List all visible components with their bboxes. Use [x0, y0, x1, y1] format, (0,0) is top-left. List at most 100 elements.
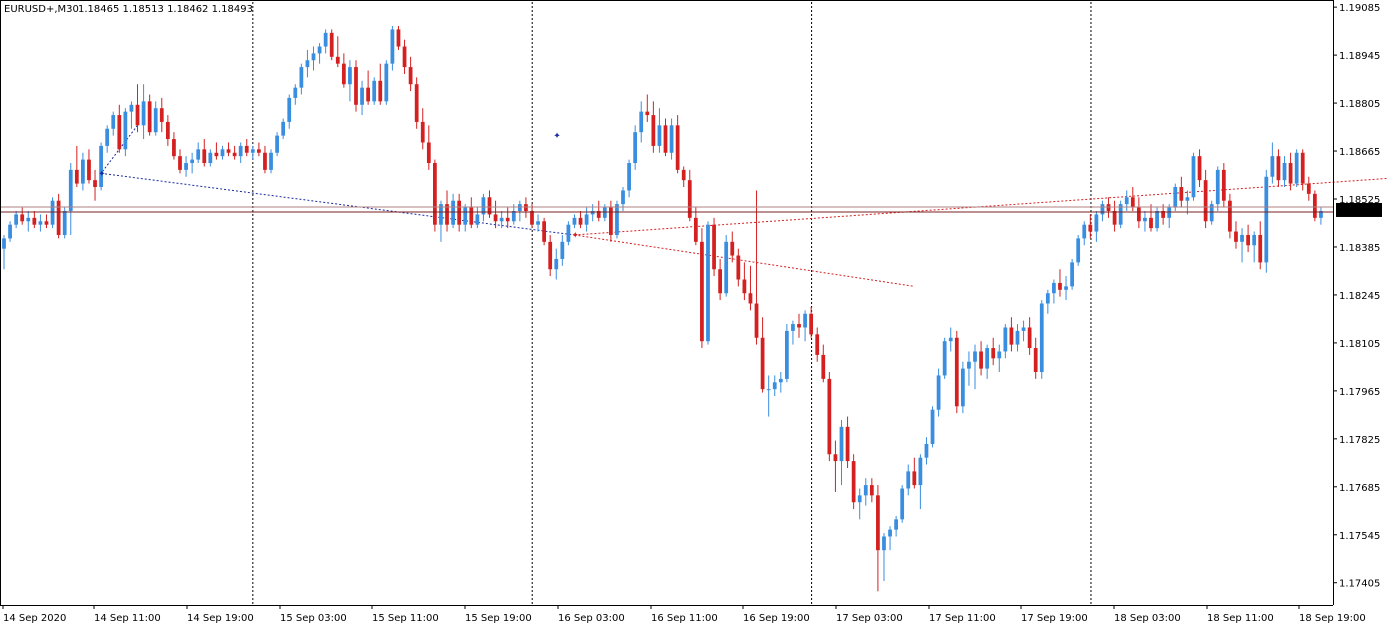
candle — [979, 341, 983, 376]
candle-body — [748, 293, 753, 304]
price-tick-label: 1.17965 — [1339, 387, 1380, 398]
candle — [778, 372, 783, 393]
candle-body — [876, 495, 880, 551]
candle — [791, 320, 795, 345]
candle-body — [542, 221, 547, 242]
candle-body — [14, 214, 19, 225]
candle-body — [530, 210, 534, 225]
candle-body — [335, 56, 340, 64]
candle-body — [560, 241, 565, 259]
candle-body — [1228, 200, 1232, 232]
candle-body — [93, 180, 97, 188]
time-tick-label: 18 Sep 11:00 — [1207, 613, 1274, 624]
candle — [863, 478, 868, 506]
candle — [839, 419, 844, 486]
candle — [420, 108, 425, 150]
candle — [1003, 324, 1008, 359]
candle-body — [451, 200, 455, 225]
candle-body — [906, 471, 911, 489]
candle — [426, 125, 431, 170]
candle-body — [62, 210, 67, 235]
candle-body — [651, 115, 656, 146]
candle-body — [930, 409, 935, 444]
candle — [44, 214, 49, 229]
candle-body — [827, 378, 832, 455]
candle — [578, 210, 583, 229]
candle-body — [791, 324, 795, 331]
candle-body — [754, 303, 759, 338]
candle-body — [263, 152, 267, 170]
candle — [627, 159, 631, 198]
candle — [1288, 152, 1293, 191]
candle-body — [524, 204, 528, 211]
candle-body — [693, 217, 698, 242]
candle — [505, 207, 510, 229]
price-tick-label: 1.18805 — [1339, 99, 1380, 110]
candle-body — [111, 115, 116, 129]
candle-body — [281, 121, 286, 136]
candle-body — [87, 159, 91, 181]
candle-body — [1270, 156, 1275, 177]
candle — [736, 248, 741, 287]
candle — [651, 101, 656, 153]
candle-body — [105, 128, 110, 146]
candle-body — [445, 204, 449, 225]
candle-body — [845, 426, 850, 462]
candle-body — [608, 207, 613, 235]
candle-body — [184, 163, 188, 170]
candle — [384, 60, 389, 105]
candle — [942, 337, 947, 379]
current-price-badge: 1.18493 — [1336, 202, 1382, 217]
candle-body — [736, 255, 741, 280]
candle-body — [942, 341, 947, 376]
candle — [451, 193, 455, 229]
candle-body — [1033, 348, 1038, 373]
candle-body — [1106, 204, 1111, 211]
candle — [305, 49, 310, 78]
candle-body — [190, 159, 195, 164]
candle-body — [2, 238, 6, 249]
candle — [463, 204, 468, 232]
candle-body — [1094, 214, 1099, 232]
candle-body — [305, 60, 310, 68]
candle-body — [493, 214, 498, 222]
candle — [1173, 183, 1178, 211]
candle — [784, 324, 789, 383]
candle-body — [129, 104, 134, 112]
candle — [596, 200, 601, 222]
candle — [954, 330, 959, 414]
candle-body — [997, 351, 1002, 359]
candle-body — [681, 169, 686, 181]
candle-body — [426, 142, 431, 164]
candle — [918, 454, 923, 510]
candle — [178, 149, 182, 174]
candle-body — [360, 87, 364, 105]
candle-body — [329, 32, 334, 57]
candle-body — [123, 111, 128, 150]
candle-body — [26, 217, 31, 222]
candle — [402, 39, 407, 74]
candle — [997, 344, 1002, 373]
candle — [299, 63, 304, 95]
candle-body — [208, 152, 213, 164]
candle — [487, 190, 492, 218]
candle — [1185, 190, 1190, 215]
candle — [99, 142, 103, 191]
candle — [924, 437, 929, 465]
candle-body — [56, 200, 61, 235]
candle-body — [760, 337, 765, 390]
candle-body — [1155, 210, 1159, 229]
candle-body — [1143, 217, 1147, 222]
candle — [833, 440, 838, 492]
candle — [1228, 193, 1232, 239]
time-tick-label: 15 Sep 03:00 — [280, 613, 347, 624]
candle — [184, 156, 188, 177]
candle-body — [1246, 234, 1250, 246]
candle — [50, 197, 55, 229]
candle-body — [657, 125, 662, 146]
candle — [1276, 149, 1281, 188]
candle — [517, 200, 522, 222]
candle-body — [1070, 262, 1074, 287]
candle — [1203, 169, 1208, 229]
